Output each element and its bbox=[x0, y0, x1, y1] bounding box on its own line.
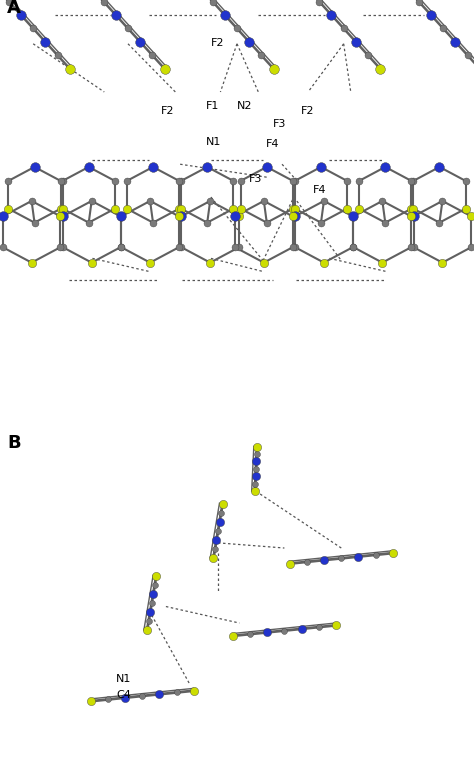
Text: F3: F3 bbox=[249, 174, 262, 184]
Text: A: A bbox=[7, 0, 21, 17]
Text: F2: F2 bbox=[211, 38, 224, 48]
Text: B: B bbox=[7, 434, 21, 452]
Text: F4: F4 bbox=[265, 138, 279, 149]
Text: F3: F3 bbox=[273, 119, 286, 129]
Text: F4: F4 bbox=[313, 185, 326, 195]
Text: F1: F1 bbox=[206, 102, 219, 112]
Text: N2: N2 bbox=[237, 102, 253, 112]
Text: N1: N1 bbox=[116, 674, 131, 684]
Text: C4: C4 bbox=[116, 690, 131, 700]
Text: N1: N1 bbox=[206, 137, 221, 146]
Text: F2: F2 bbox=[161, 106, 174, 116]
Text: F2: F2 bbox=[301, 106, 314, 116]
